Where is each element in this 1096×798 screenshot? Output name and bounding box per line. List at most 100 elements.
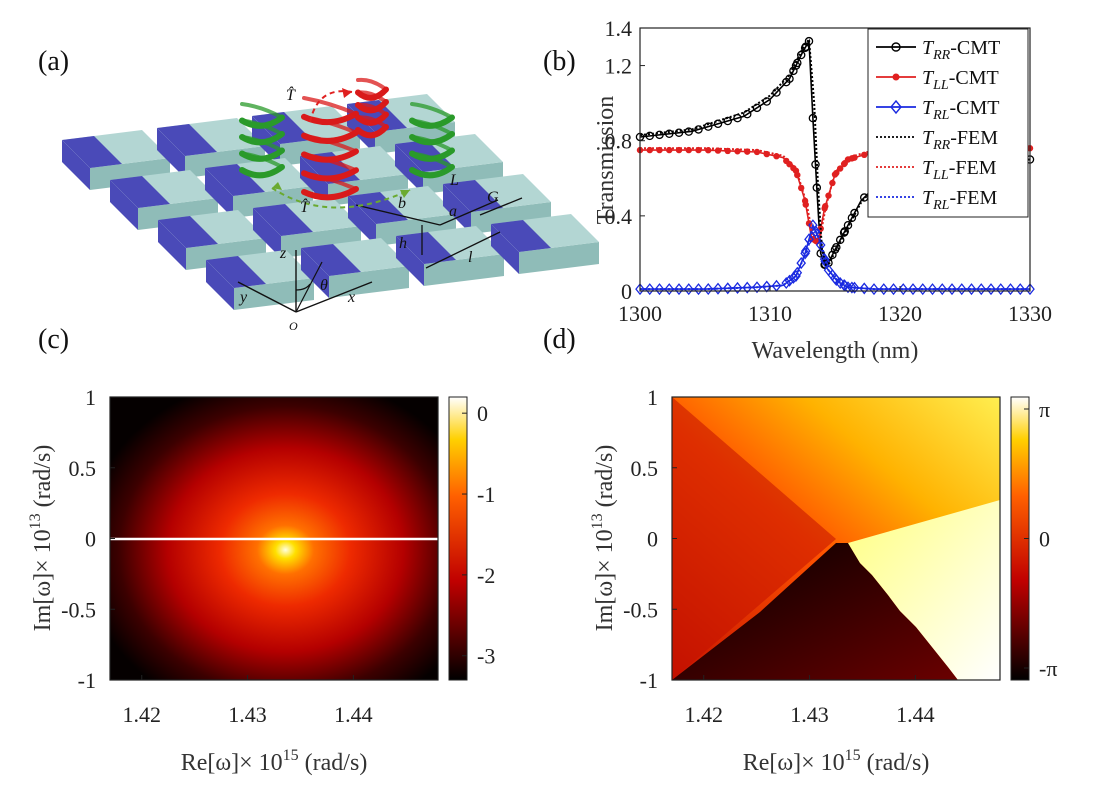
chart-b-line-T_LL-FEM [640,145,1031,242]
chart-b-marker-T_RR-CMT-14 [772,88,781,97]
chart-b-legend-marker-1 [892,73,900,81]
chart-b-ytick-label-3: 1.2 [605,54,633,79]
dim-l-line [425,231,501,269]
chart-b-marker-T_RL-CMT-39 [1015,283,1026,296]
block-left-face-9 [253,208,281,258]
label-t-hat-bottom: T̂ [300,197,310,216]
helix-red-top-back-turn-3 [356,77,388,92]
colorbar-d-tick-label-0: π [1039,397,1050,422]
helix-red-center-front-turn-2 [301,148,359,163]
chart-b-line-T_RL-FEM [640,224,1030,291]
chart-b-marker-T_RR-CMT-2 [655,130,664,140]
helix-red-top-front-turn-3 [355,86,389,101]
label-theta: θ [320,277,328,294]
axis-y-line [237,281,297,313]
chart-b-marker-T_RR-CMT-4 [674,128,684,137]
dim-b-line [355,204,441,226]
chart-b-marker-T_RR-CMT-53 [832,242,841,252]
block-accent-14 [396,232,456,264]
chart-b-marker-T_RL-CMT-11 [742,281,753,294]
chart-b-marker-T_RL-CMT-40 [1025,283,1035,296]
chart-b-xlabel: Wavelength (nm) [752,338,919,364]
chart-b-marker-T_LL-CMT-14 [773,153,780,160]
chart-b-marker-T_LL-CMT-41 [786,160,793,168]
heatmap-d-left-wedge [672,397,836,680]
chart-b-marker-T_RL-CMT-43 [792,266,803,279]
chart-b-ticks: 1300 1310 1320 1330 0 0.4 0.8 1.2 1.4 [605,16,1053,326]
colorbar-c-tick-label-2: -2 [477,563,495,588]
colorbar-d-tick-label-1: 0 [1039,527,1050,552]
panel-label-b: (b) [543,46,576,77]
heatmap-c-ytick-label-4: -1 [78,668,96,693]
block-left-face-4 [110,180,138,230]
block-left-face-7 [395,144,423,194]
colorbar-c-tick-label-0: 0 [477,401,488,426]
chart-b-marker-T_RL-CMT-1 [644,283,655,296]
arrow-red-head [342,88,352,98]
colorbar-d-tick-label-2: -π [1039,656,1057,681]
block-accent-8 [158,216,218,248]
chart-b-marker-T_RL-CMT-47 [808,219,818,232]
helix-green-right-front-turn-1 [409,147,455,162]
chart-b-marker-T_RL-CMT-27 [898,283,909,296]
chart-b-legend-label-3: TRR-FEM [922,127,998,153]
block-left-face-1 [157,128,185,178]
heatmap-c-ticks: 1.42 1.43 1.44 1 0.5 0 -0.5 -1 0 -1 -2 -3 [61,385,495,727]
block-left-face-8 [158,220,186,270]
chart-b-marker-T_LL-CMT-3 [666,146,673,154]
chart-b-marker-T_RL-CMT-0 [635,283,645,296]
chart-b-marker-T_RL-CMT-36 [986,283,996,296]
chart-b-marker-T_LL-CMT-12 [753,148,761,156]
chart-b-marker-T_RL-CMT-34 [966,283,977,296]
chart-b-marker-T_LL-CMT-5 [685,146,692,154]
chart-b-marker-T_RL-CMT-33 [956,283,967,296]
arrow-green-head-right [400,190,410,198]
helix-green-right-front-turn-3 [409,114,455,129]
label-b: b [398,195,406,212]
chart-b-marker-T_LL-CMT-42 [790,164,797,172]
block-accent-2 [252,112,312,144]
chart-b-marker-T_LL-CMT-55 [840,160,848,168]
chart-b-marker-T_RL-CMT-9 [722,282,733,295]
heatmap-d-light-branch [848,500,1000,680]
block-left-face-14 [396,236,424,286]
arrow-green-dashed [271,187,411,209]
chart-b-ytick-label-4: 1.4 [605,16,633,41]
chart-b-xtick-label-2: 1320 [878,301,922,326]
block-accent-12 [206,256,266,288]
heatmap-d-ytick-label-1: 0.5 [631,456,659,481]
heatmap-d-dark-branch [672,543,958,680]
block-front-face-13 [329,266,409,298]
chart-b-marker-T_RL-CMT-50 [819,253,830,266]
heatmap-d-ytick-label-4: -1 [640,668,658,693]
colorbar-c [448,396,468,681]
block-front-face-15 [519,242,599,274]
helix-green-right-front-turn-2 [409,131,455,146]
label-origin: O [289,319,298,333]
helix-red-center-front-turn-0 [301,186,359,201]
helix-red-top-front-turn-1 [355,111,389,126]
label-h: h [399,235,407,252]
heatmap-d-ylabel: Im[ω]× 1013 (rad/s) [589,445,618,632]
block-left-face-13 [301,248,329,298]
label-z: z [279,245,287,262]
helix-green-right [409,102,455,179]
chart-b-marker-T_RL-CMT-8 [713,282,723,295]
chart-b-legend-label-4: TLL-FEM [922,157,997,183]
colorbar-c-tick-label-3: -3 [477,644,495,669]
heatmap-c-ytick-label-3: -0.5 [61,597,96,622]
chart-b-marker-T_RL-CMT-17 [800,245,811,258]
chart-b-marker-T_RL-CMT-10 [732,281,743,294]
helix-green-left-front-turn-2 [239,131,285,146]
chart-b-marker-T_RL-CMT-6 [693,283,704,296]
chart-b-marker-T_RL-CMT-37 [995,283,1006,296]
label-y: y [238,289,248,306]
heatmap-c-ytick-label-0: 1 [85,385,96,410]
label-L: L [449,172,459,189]
label-x: x [347,289,355,306]
heatmap-c-xtick-label-2: 1.44 [334,702,373,727]
chart-b-marker-T_RR-CMT-7 [704,122,713,131]
helix-red-center-front-turn-4 [301,110,359,126]
chart-b-marker-T_RL-CMT-30 [927,283,938,296]
